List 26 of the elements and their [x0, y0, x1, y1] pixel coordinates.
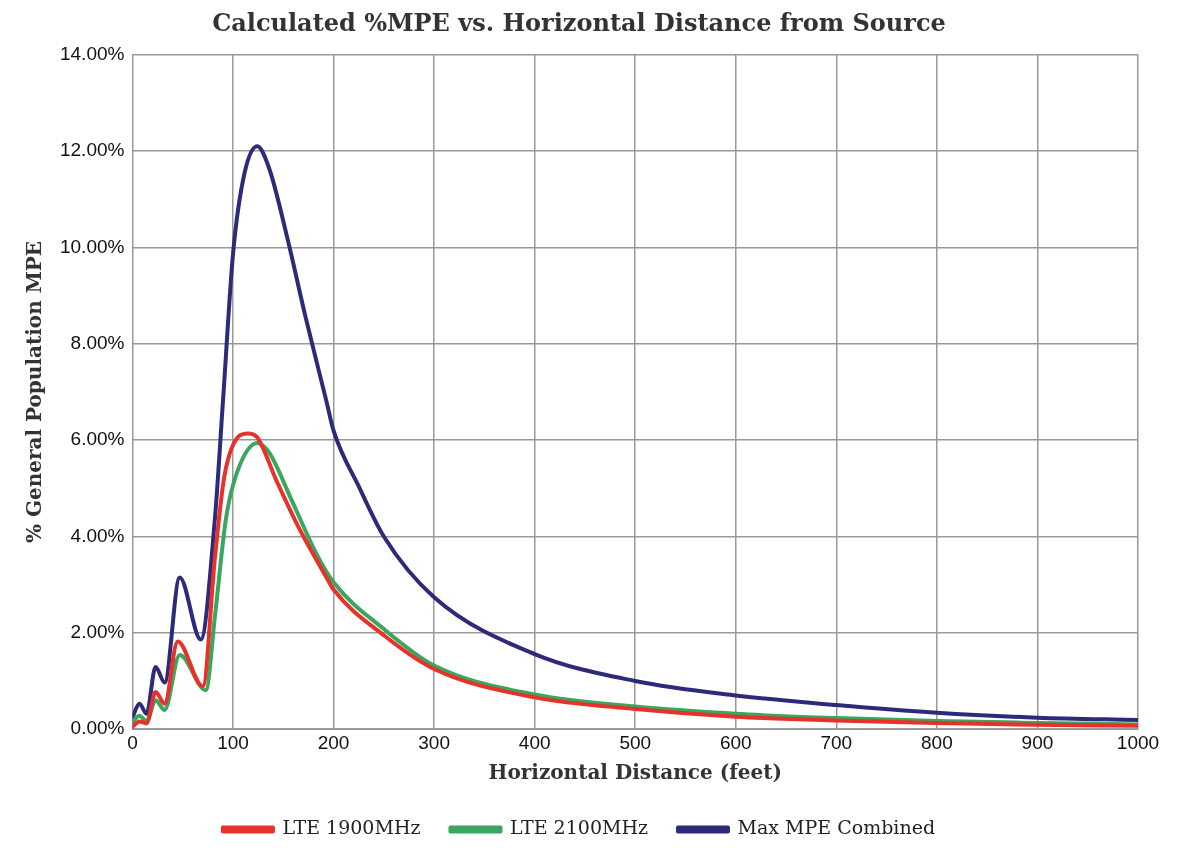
legend-label: LTE 1900MHz: [282, 816, 421, 839]
x-tick-label: 0: [127, 731, 138, 753]
y-tick-label: 6.00%: [70, 428, 125, 450]
chart-title: Calculated %MPE vs. Horizontal Distance from Source: [212, 7, 946, 37]
y-tick-label: 0.00%: [70, 717, 125, 739]
y-tick-label: 14.00%: [59, 43, 125, 65]
y-tick-label: 12.00%: [59, 139, 125, 161]
x-tick-label: 400: [518, 731, 551, 753]
x-tick-label: 900: [1021, 731, 1054, 753]
x-tick-label: 700: [820, 731, 853, 753]
y-tick-label: 4.00%: [70, 524, 125, 546]
y-axis-title: % General Population MPE: [22, 240, 47, 544]
y-tick-label: 2.00%: [70, 621, 125, 643]
x-tick-label: 600: [719, 731, 752, 753]
y-tick-label: 10.00%: [59, 235, 125, 257]
legend-label: Max MPE Combined: [737, 816, 936, 839]
x-tick-label: 300: [418, 731, 450, 753]
x-tick-label: 800: [921, 731, 953, 753]
line-series: [132, 144, 1138, 723]
x-tick-label: 1000: [1116, 731, 1160, 753]
legend-label: LTE 2100MHz: [509, 816, 649, 839]
x-tick-label: 100: [217, 731, 249, 753]
x-axis-title: Horizontal Distance (feet): [488, 760, 782, 785]
y-tick-label: 8.00%: [70, 332, 125, 354]
x-tick-label: 500: [619, 731, 652, 753]
x-tick-label: 200: [317, 731, 350, 753]
